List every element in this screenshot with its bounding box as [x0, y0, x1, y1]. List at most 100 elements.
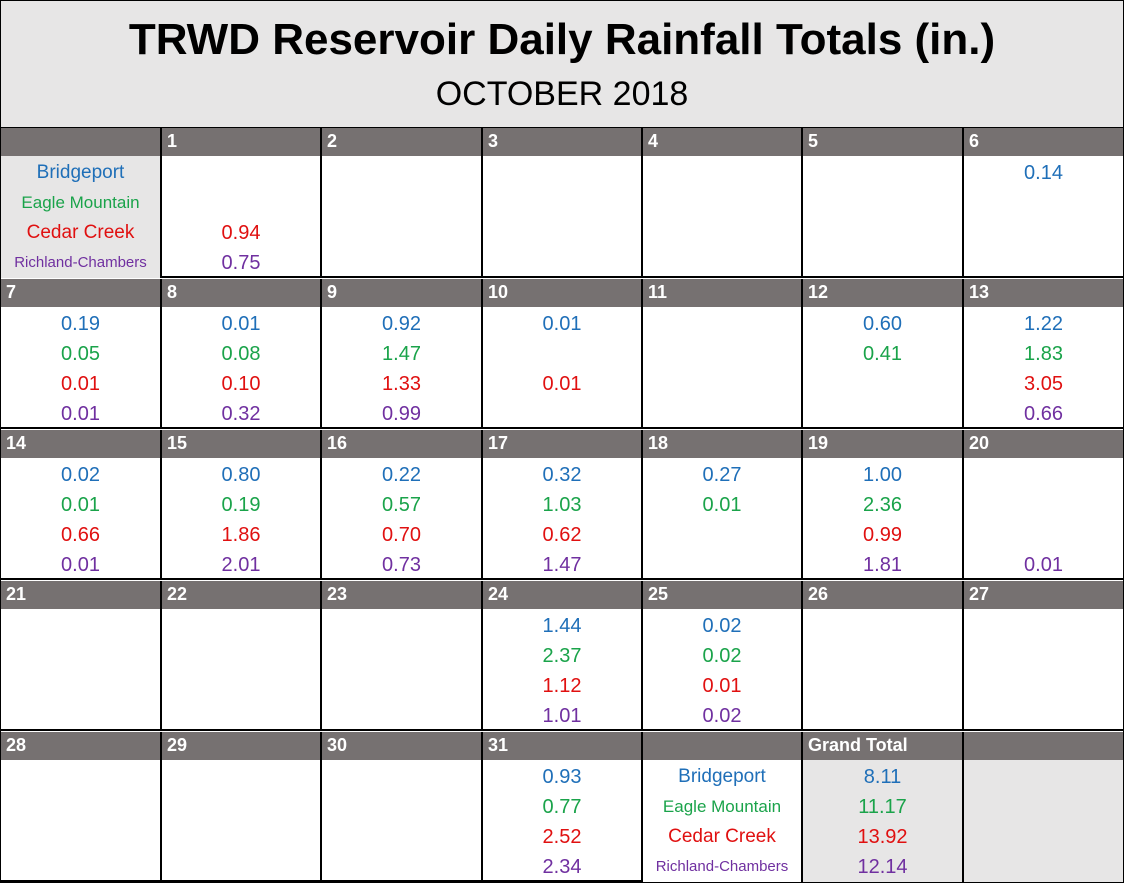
rainfall-richland-chambers: 1.81 [863, 554, 902, 576]
day-number: 28 [6, 735, 27, 755]
day-cell: 4 [643, 128, 803, 278]
day-cell: 25 0.02 0.02 0.01 0.02 [643, 581, 803, 731]
rainfall-eagle-mountain: 0.77 [542, 796, 582, 818]
legend-eagle-mountain: Eagle Mountain [662, 797, 782, 816]
day-values: 0.93 0.77 2.52 2.34 [483, 760, 641, 882]
day-header-bar: 21 [1, 581, 160, 609]
day-values: 0.01 0.01 [483, 307, 641, 429]
day-header-bar: 11 [643, 279, 801, 307]
rainfall-cedar-creek: 0.66 [61, 524, 100, 546]
day-number: 14 [6, 433, 27, 453]
day-cell: 27 [964, 581, 1123, 731]
rainfall-richland-chambers: 1.47 [542, 554, 582, 576]
legend-richland-chambers: Richland-Chambers [655, 858, 789, 875]
day-header-bar: 24 [483, 581, 641, 609]
day-header-bar: 23 [322, 581, 481, 609]
day-cell: 31 0.93 0.77 2.52 2.34 [483, 732, 643, 882]
day-number: 6 [969, 131, 980, 151]
rainfall-bridgeport: 0.32 [542, 464, 582, 486]
day-values: 0.60 0.41 [803, 307, 962, 429]
rainfall-bridgeport: 0.92 [382, 313, 421, 335]
day-header-bar: 13 [964, 279, 1123, 307]
day-cell: 13 1.22 1.83 3.05 0.66 [964, 279, 1123, 429]
day-cell: 3 [483, 128, 643, 278]
day-values [964, 609, 1123, 731]
day-number: 20 [969, 433, 990, 453]
day-number: 13 [969, 282, 990, 302]
day-values: 1.00 2.36 0.99 1.81 [803, 458, 962, 580]
day-cell: 9 0.92 1.47 1.33 0.99 [322, 279, 483, 429]
rainfall-bridgeport: 0.14 [1024, 162, 1063, 184]
day-number: 16 [327, 433, 348, 453]
rainfall-bridgeport: 1.00 [863, 464, 902, 486]
reservoir-legend-cell: Bridgeport Eagle Mountain Cedar Creek Richl… [643, 732, 803, 882]
day-values: Bridgeport Eagle Mountain Cedar Creek Richl… [1, 156, 160, 278]
rainfall-richland-chambers: 0.01 [61, 403, 100, 425]
day-header-bar [964, 732, 1123, 760]
day-header-bar [643, 732, 801, 760]
day-values [483, 156, 641, 278]
rainfall-bridgeport: 0.93 [542, 766, 582, 788]
day-values: 0.22 0.57 0.70 0.73 [322, 458, 481, 580]
rainfall-richland-chambers: 0.66 [1024, 403, 1063, 425]
rainfall-bridgeport: 0.01 [542, 313, 582, 335]
day-values [803, 156, 962, 278]
rainfall-bridgeport: 0.60 [863, 313, 902, 335]
day-values: 0.92 1.47 1.33 0.99 [322, 307, 481, 429]
day-number: 26 [808, 584, 829, 604]
rainfall-richland-chambers: 1.01 [542, 705, 582, 727]
day-header-bar: Grand Total [803, 732, 962, 760]
rainfall-cedar-creek: 1.86 [221, 524, 261, 546]
grand-total-bridgeport: 8.11 [863, 766, 902, 788]
day-values [643, 307, 801, 429]
rainfall-richland-chambers: 0.73 [382, 554, 421, 576]
rainfall-eagle-mountain: 1.47 [382, 343, 421, 365]
day-cell: 19 1.00 2.36 0.99 1.81 [803, 430, 964, 580]
rainfall-richland-chambers: 0.99 [382, 403, 421, 425]
day-header-bar: 19 [803, 430, 962, 458]
day-values: 0.27 0.01 [643, 458, 801, 580]
rainfall-richland-chambers: 2.01 [221, 554, 261, 576]
calendar-week-row: 7 0.19 0.05 0.01 0.01 8 0.01 0.08 0.10 0.32 9 0.92 1… [1, 279, 1123, 430]
rainfall-cedar-creek: 1.33 [382, 373, 421, 395]
day-header-bar: 5 [803, 128, 962, 156]
day-cell: 11 [643, 279, 803, 429]
day-header-bar: 28 [1, 732, 160, 760]
rainfall-cedar-creek: 0.62 [542, 524, 582, 546]
day-number: 22 [167, 584, 188, 604]
day-number: 8 [167, 282, 178, 302]
day-number: 2 [327, 131, 338, 151]
day-cell: 16 0.22 0.57 0.70 0.73 [322, 430, 483, 580]
legend-richland-chambers: Richland-Chambers [14, 254, 147, 271]
day-number: 30 [327, 735, 348, 755]
day-values: Bridgeport Eagle Mountain Cedar Creek Richl… [643, 760, 801, 882]
rainfall-bridgeport: 0.80 [221, 464, 261, 486]
day-number: 21 [6, 584, 27, 604]
day-cell: 6 0.14 [964, 128, 1123, 278]
day-number: 12 [808, 282, 829, 302]
day-cell: 17 0.32 1.03 0.62 1.47 [483, 430, 643, 580]
rainfall-bridgeport: 0.19 [61, 313, 100, 335]
legend-bridgeport: Bridgeport [36, 162, 125, 183]
day-values: 0.02 0.01 0.66 0.01 [1, 458, 160, 580]
day-values [162, 760, 320, 882]
title-block: TRWD Reservoir Daily Rainfall Totals (in… [1, 1, 1123, 129]
day-header-bar: 16 [322, 430, 481, 458]
day-number: 18 [648, 433, 669, 453]
blank-cell [964, 732, 1123, 882]
day-header-bar: 31 [483, 732, 641, 760]
day-cell: 28 [1, 732, 162, 882]
rainfall-bridgeport: 0.02 [702, 615, 742, 637]
day-cell: 30 [322, 732, 483, 882]
day-number: 31 [488, 735, 509, 755]
rainfall-eagle-mountain: 1.83 [1024, 343, 1063, 365]
day-number: 17 [488, 433, 509, 453]
day-values [1, 609, 160, 731]
day-header-bar: 26 [803, 581, 962, 609]
day-values: 1.22 1.83 3.05 0.66 [964, 307, 1123, 429]
legend-bridgeport: Bridgeport [678, 766, 766, 787]
day-number: 27 [969, 584, 990, 604]
day-cell: 15 0.80 0.19 1.86 2.01 [162, 430, 322, 580]
rainfall-eagle-mountain: 0.08 [221, 343, 261, 365]
